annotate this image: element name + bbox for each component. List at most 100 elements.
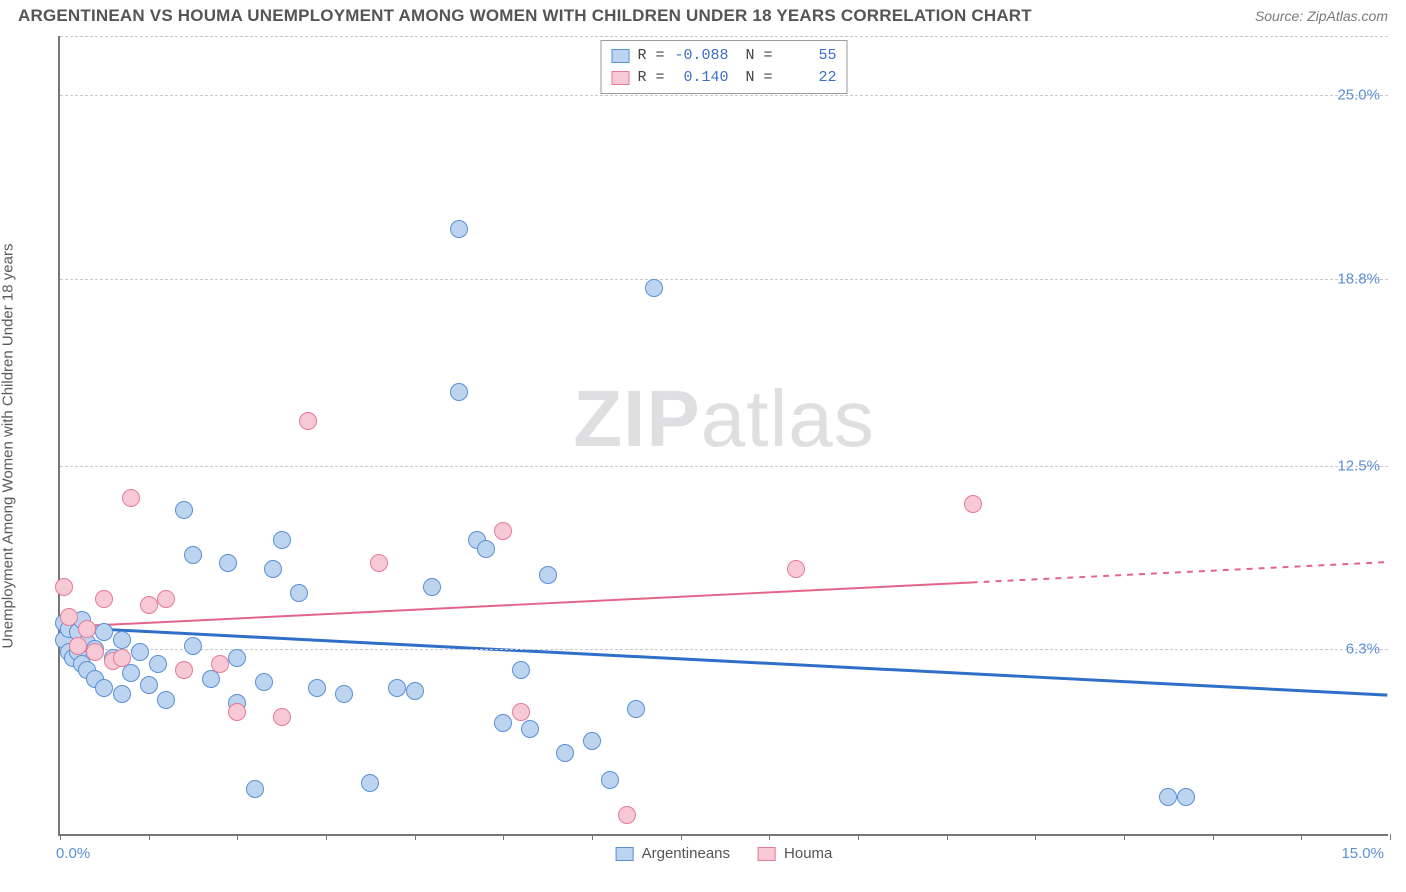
data-point (423, 578, 441, 596)
data-point (228, 649, 246, 667)
data-point (113, 685, 131, 703)
data-point (494, 714, 512, 732)
data-point (361, 774, 379, 792)
x-tick (149, 834, 150, 840)
data-point (149, 655, 167, 673)
data-point (645, 279, 663, 297)
plot-area: ZIPatlas R = -0.088 N = 55 R = 0.140 N =… (58, 36, 1388, 836)
data-point (494, 522, 512, 540)
legend-stats-row: R = -0.088 N = 55 (611, 45, 836, 67)
data-point (264, 560, 282, 578)
data-point (69, 637, 87, 655)
x-tick (1035, 834, 1036, 840)
legend-swatch-houma (758, 847, 776, 861)
data-point (299, 412, 317, 430)
y-tick-label: 6.3% (1346, 641, 1380, 658)
watermark-atlas: atlas (701, 374, 875, 463)
legend-swatch-houma (611, 71, 629, 85)
data-point (60, 608, 78, 626)
data-point (583, 732, 601, 750)
y-tick-label: 25.0% (1337, 87, 1380, 104)
data-point (787, 560, 805, 578)
x-tick (503, 834, 504, 840)
x-min-label: 0.0% (56, 845, 90, 862)
gridline (60, 466, 1388, 467)
data-point (406, 682, 424, 700)
data-point (140, 596, 158, 614)
legend-stats-row: R = 0.140 N = 22 (611, 67, 836, 89)
r-label: R = (637, 67, 664, 89)
data-point (388, 679, 406, 697)
x-tick (681, 834, 682, 840)
data-point (477, 540, 495, 558)
x-max-label: 15.0% (1341, 845, 1384, 862)
data-point (246, 780, 264, 798)
x-tick (60, 834, 61, 840)
regression-lines (60, 36, 1388, 834)
watermark: ZIPatlas (573, 373, 874, 465)
gridline (60, 279, 1388, 280)
data-point (55, 578, 73, 596)
legend-series: Argentineans Houma (616, 845, 833, 862)
legend-swatch-argentineans (611, 49, 629, 63)
data-point (1159, 788, 1177, 806)
data-point (255, 673, 273, 691)
data-point (175, 661, 193, 679)
y-tick-label: 18.8% (1337, 270, 1380, 287)
gridline (60, 36, 1388, 37)
n-value-argentineans: 55 (781, 45, 837, 67)
x-tick (769, 834, 770, 840)
data-point (140, 676, 158, 694)
legend-swatch-argentineans (616, 847, 634, 861)
watermark-zip: ZIP (573, 374, 700, 463)
data-point (627, 700, 645, 718)
r-value-houma: 0.140 (673, 67, 729, 89)
data-point (211, 655, 229, 673)
x-tick (858, 834, 859, 840)
x-tick (237, 834, 238, 840)
data-point (370, 554, 388, 572)
legend-item-houma: Houma (758, 845, 832, 862)
x-tick (1390, 834, 1391, 840)
gridline (60, 649, 1388, 650)
n-value-houma: 22 (781, 67, 837, 89)
data-point (95, 679, 113, 697)
data-point (273, 708, 291, 726)
data-point (86, 643, 104, 661)
data-point (308, 679, 326, 697)
x-tick (592, 834, 593, 840)
y-tick-label: 12.5% (1337, 457, 1380, 474)
r-label: R = (637, 45, 664, 67)
x-tick (947, 834, 948, 840)
data-point (539, 566, 557, 584)
n-label: N = (737, 67, 773, 89)
data-point (78, 620, 96, 638)
gridline (60, 95, 1388, 96)
data-point (219, 554, 237, 572)
data-point (131, 643, 149, 661)
data-point (113, 631, 131, 649)
x-tick (415, 834, 416, 840)
data-point (113, 649, 131, 667)
title-row: ARGENTINEAN VS HOUMA UNEMPLOYMENT AMONG … (0, 0, 1406, 30)
data-point (122, 489, 140, 507)
x-tick (1213, 834, 1214, 840)
n-label: N = (737, 45, 773, 67)
data-point (273, 531, 291, 549)
legend-stats: R = -0.088 N = 55 R = 0.140 N = 22 (600, 40, 847, 94)
y-axis-label: Unemployment Among Women with Children U… (0, 244, 17, 649)
legend-item-argentineans: Argentineans (616, 845, 730, 862)
data-point (184, 637, 202, 655)
data-point (450, 220, 468, 238)
x-tick (326, 834, 327, 840)
x-tick (1124, 834, 1125, 840)
data-point (450, 383, 468, 401)
data-point (521, 720, 539, 738)
r-value-argentineans: -0.088 (673, 45, 729, 67)
data-point (335, 685, 353, 703)
data-point (1177, 788, 1195, 806)
data-point (964, 495, 982, 513)
legend-label-houma: Houma (784, 845, 832, 862)
source-label: Source: ZipAtlas.com (1255, 8, 1388, 24)
plot-wrap: ZIPatlas R = -0.088 N = 55 R = 0.140 N =… (50, 36, 1390, 836)
